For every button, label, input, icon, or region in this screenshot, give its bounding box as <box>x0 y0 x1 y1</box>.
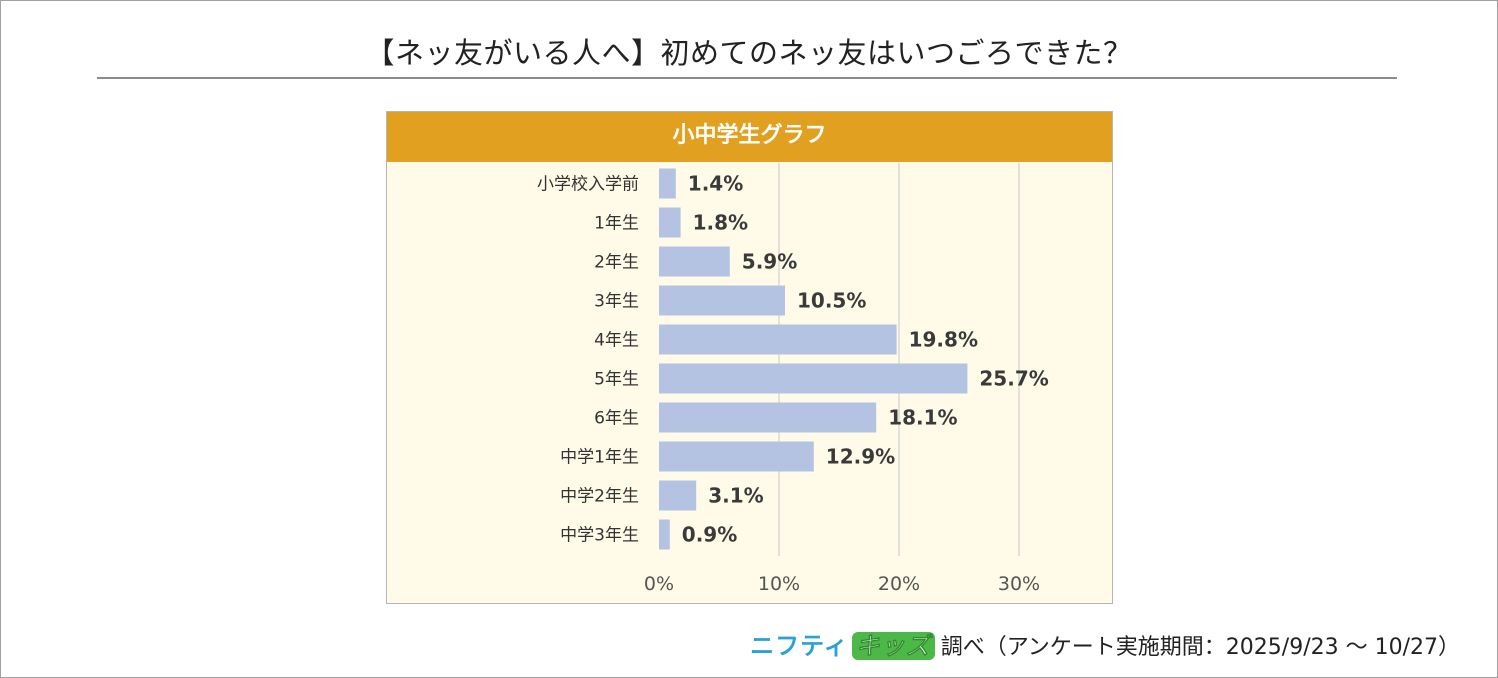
data-label: 0.9% <box>682 523 737 547</box>
data-label: 1.4% <box>688 172 743 196</box>
title-divider <box>97 77 1397 79</box>
brand-logo-part1: ニフティ <box>750 632 849 660</box>
category-label: 小学校入学前 <box>537 175 639 195</box>
bar <box>659 441 814 472</box>
category-label: 3年生 <box>594 292 639 312</box>
category-label: 5年生 <box>594 370 639 390</box>
x-tick-label: 0% <box>644 573 674 595</box>
bar <box>659 207 681 238</box>
data-label: 19.8% <box>909 328 978 352</box>
x-tick-label: 30% <box>998 573 1040 595</box>
bar-chart: 小学校入学前 1.4% 1年生 1.8% 2年生 5.9% 3年生 10.5% 4年生 19.8%… <box>537 163 1049 595</box>
page-title: 【ネッ友がいる人へ】初めてのネッ友はいつごろできた？ <box>365 36 1133 70</box>
data-label: 10.5% <box>797 289 866 313</box>
data-label: 5.9% <box>742 250 797 274</box>
category-label: 6年生 <box>594 409 639 429</box>
data-label: 3.1% <box>708 484 763 508</box>
bar <box>659 519 670 550</box>
category-label: 中学1年生 <box>560 448 639 468</box>
bar <box>659 480 697 511</box>
bar <box>659 324 897 355</box>
source-footer: ニフティ キッズ 調べ（アンケート実施期間：2025/9/23 ～ 10/27） <box>750 626 1460 661</box>
bar <box>659 246 730 277</box>
x-tick-label: 20% <box>878 573 920 595</box>
category-label: 2年生 <box>594 253 639 273</box>
bar <box>659 285 785 316</box>
data-label: 18.1% <box>888 406 957 430</box>
category-label: 4年生 <box>594 331 639 351</box>
bar <box>659 402 877 433</box>
data-label: 25.7% <box>979 367 1048 391</box>
data-label: 12.9% <box>826 445 895 469</box>
category-label: 1年生 <box>594 214 639 234</box>
brand-logo-part2: キッズ <box>851 632 935 660</box>
brand-logo: ニフティ キッズ <box>750 626 935 661</box>
chart-panel: 小中学生グラフ 小学校入学前 1.4% 1年生 1.8% 2年生 5.9% 3年生 10.5%… <box>386 111 1113 604</box>
data-label: 1.8% <box>693 211 748 235</box>
bar <box>659 168 676 199</box>
x-tick-label: 10% <box>758 573 800 595</box>
chart-panel-header: 小中学生グラフ <box>387 112 1112 162</box>
survey-period-note: 調べ（アンケート実施期間：2025/9/23 ～ 10/27） <box>940 635 1460 660</box>
category-label: 中学3年生 <box>560 526 639 546</box>
category-label: 中学2年生 <box>560 487 639 507</box>
bar <box>659 363 968 394</box>
